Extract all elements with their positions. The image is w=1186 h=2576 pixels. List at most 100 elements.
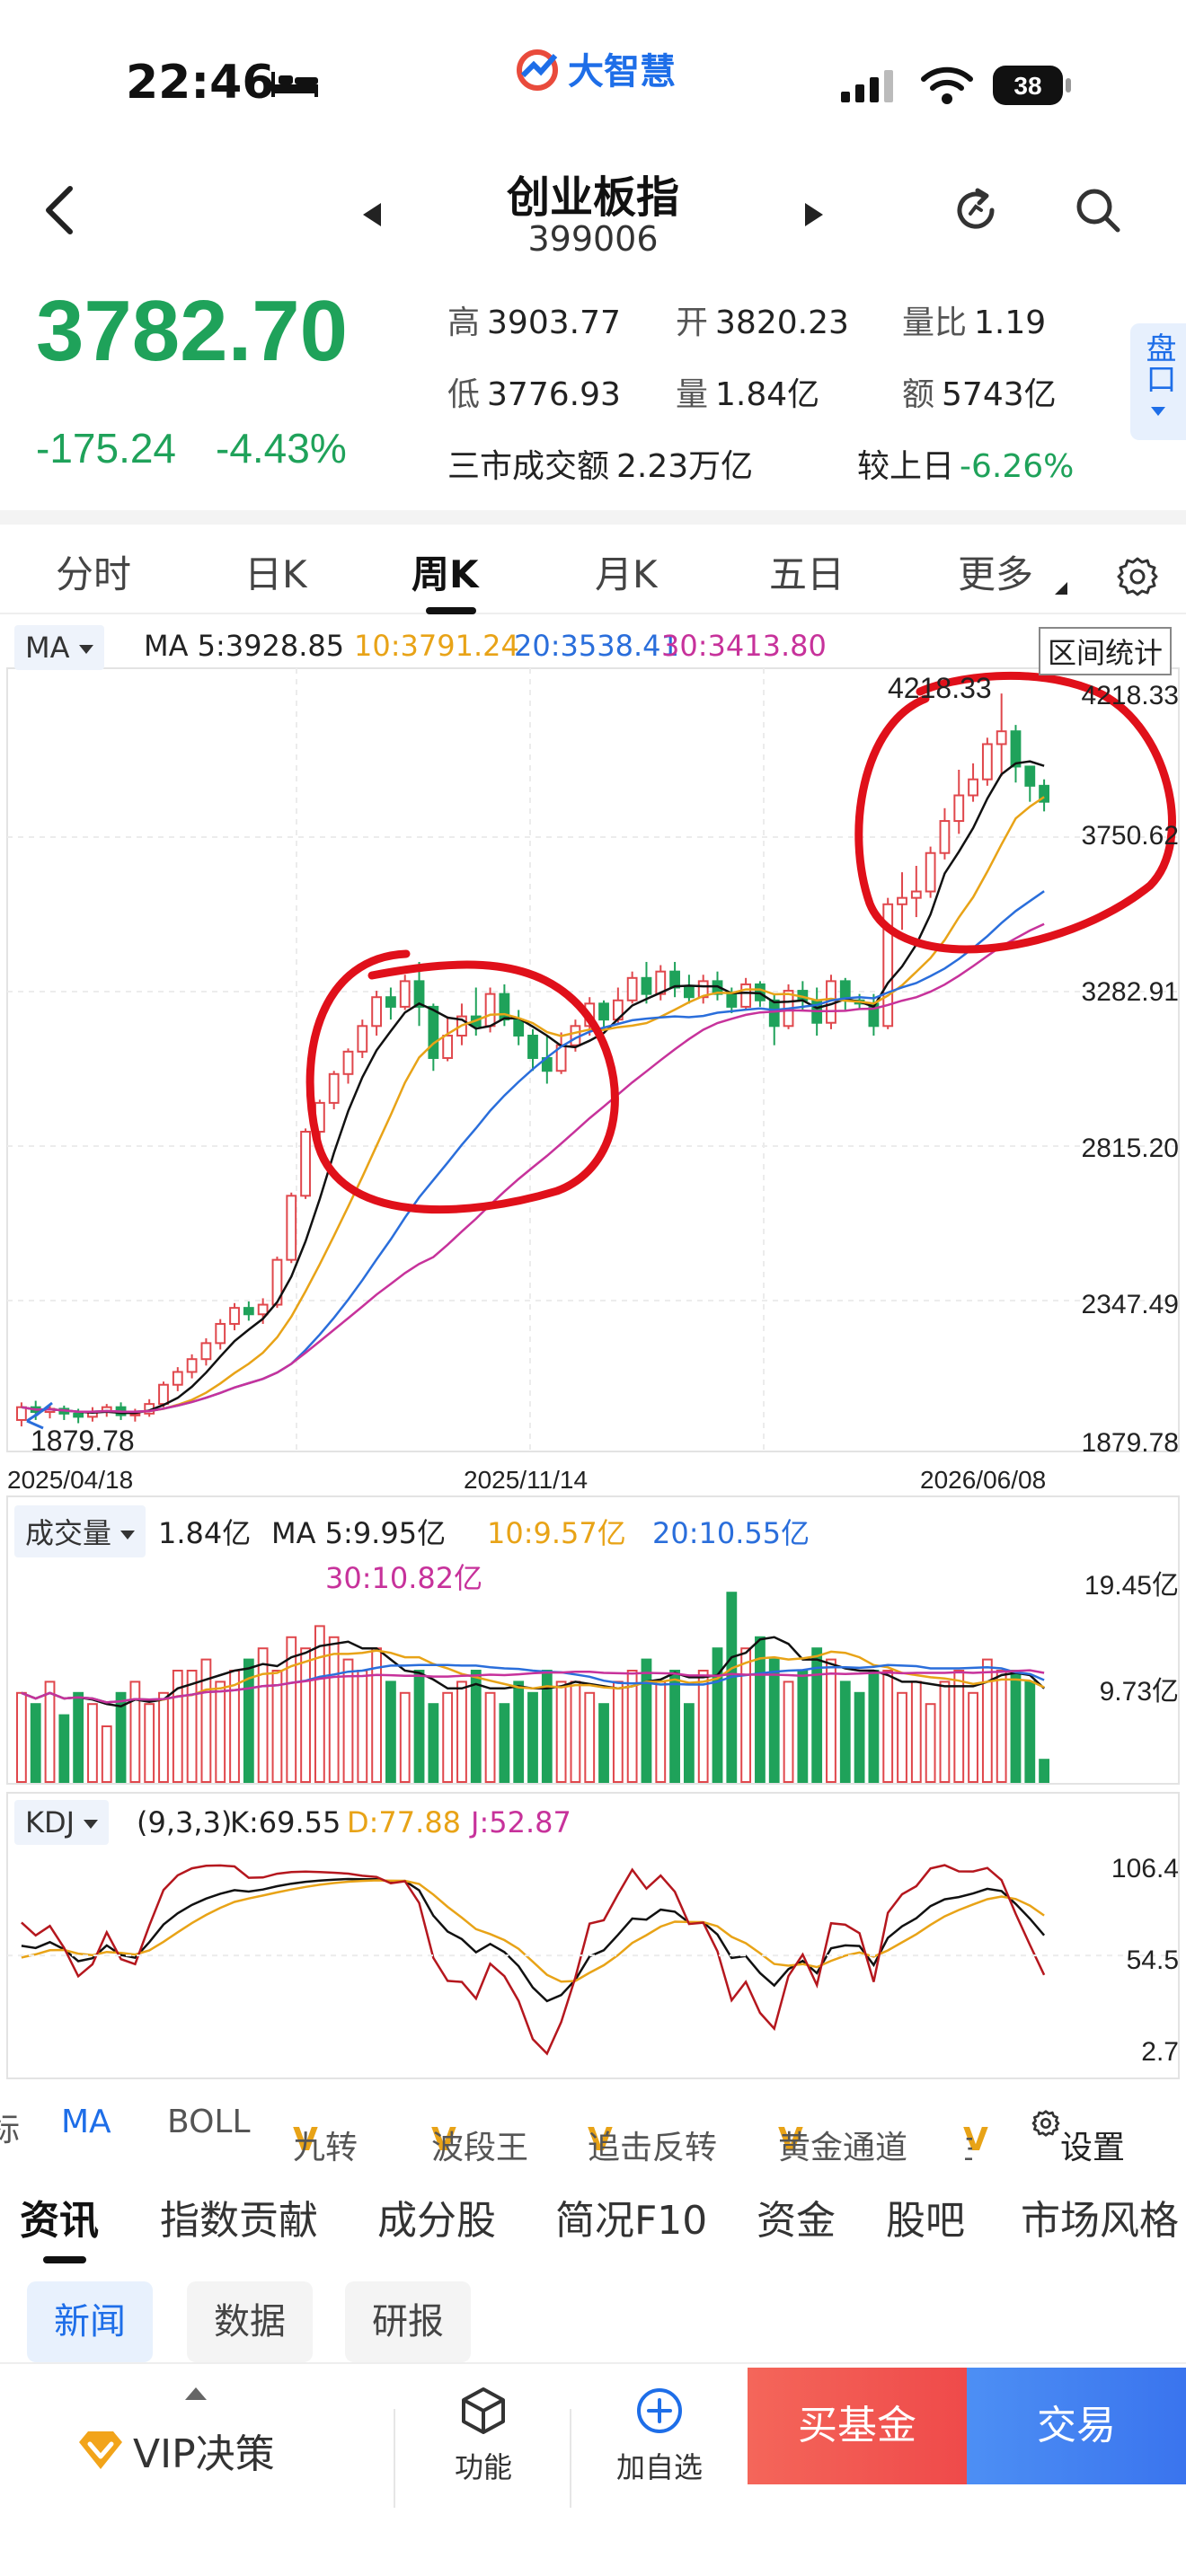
subtab-news[interactable]: 新闻 [27,2281,153,2362]
volume-bar [726,1592,738,1783]
volume-bar [981,1658,993,1783]
volume-bar [399,1691,411,1784]
gear-icon[interactable] [1116,555,1159,598]
search-icon[interactable] [1073,185,1123,235]
candle-body [626,976,638,1001]
news-subtabs: 新闻 数据 研报 [0,2281,1186,2362]
stock-header: 创业板指 399006 [0,162,1186,269]
candle-body [655,970,667,995]
candle-body [300,1130,311,1197]
kline-chart[interactable]: MA MA 5:3928.85 10:3791.24 20:3538.41 30… [0,616,1186,2080]
candle-body [953,794,965,823]
volume-ma20: 20:10.55亿 [652,1516,810,1550]
ma30-line [21,922,1045,1414]
volume-bar [314,1625,325,1784]
kdj-y-tick: 2.7 [1141,2037,1179,2067]
volume-bar [598,1703,609,1783]
volume-bar [513,1681,525,1784]
candle-body [910,890,922,899]
volume-bar [939,1681,951,1784]
candle-body [357,1025,368,1053]
kdj-k-line [21,1877,1046,2003]
kdj-params: (9,3,3) [137,1805,233,1839]
next-stock-icon[interactable] [803,201,825,228]
volume-bar [826,1658,836,1783]
vip-diamond-icon [79,2431,122,2469]
volume-bar [16,1691,27,1784]
candle-body [271,1258,283,1306]
tab-index-contribution[interactable]: 指数贡献 [160,2198,318,2244]
volume-bar [697,1670,709,1783]
separator [394,2409,395,2508]
indicator-ma[interactable]: MA [61,2104,111,2140]
app-logo-text: 大智慧 [568,51,676,93]
volume-bar [1039,1759,1049,1783]
indicator-boll[interactable]: BOLL [167,2104,251,2140]
expand-up-icon[interactable] [185,2387,207,2400]
buy-fund-button[interactable]: 买基金 [748,2368,967,2484]
volume-bar [1010,1670,1022,1783]
tab-five-day[interactable]: 五日 [769,552,845,596]
subtab-research[interactable]: 研报 [345,2281,471,2362]
volume-bar [925,1703,936,1783]
tab-forum[interactable]: 股吧 [886,2198,965,2244]
volume-indicator-select[interactable]: 成交量 [14,1505,146,1557]
ma10-line [21,796,1045,1414]
candle-body [925,851,936,893]
volume-bar [612,1681,624,1784]
turnover-vs-prev: 较上日 -6.26% [857,448,1075,485]
app-logo: 大智慧 [514,43,676,93]
candle-body [186,1358,198,1373]
main-indicator-select[interactable]: MA [14,625,104,670]
kdj-y-tick: 106.4 [1111,1854,1179,1883]
tab-constituents[interactable]: 成分股 [377,2198,496,2244]
refresh-icon[interactable] [951,185,1001,235]
status-bar: 22:46 大智慧 38 [0,0,1186,171]
volume-bar [683,1703,695,1783]
indicator-item[interactable]: 标 [0,2112,21,2148]
kdj-y-tick: 54.5 [1126,1945,1179,1975]
candle-body [172,1371,183,1386]
tab-weekly-k[interactable]: 周K [412,552,479,596]
volume-bar [584,1691,596,1784]
candle-body [726,992,738,1008]
trade-button[interactable]: 交易 [967,2368,1186,2484]
volume-bar [328,1636,340,1784]
add-watchlist-button[interactable]: 加自选 [597,2386,722,2486]
candle-body [882,903,894,1028]
tab-market-style[interactable]: 市场风格 [1021,2198,1179,2244]
market-turnover: 三市成交额 2.23万亿 [447,448,754,485]
kdj-indicator-select[interactable]: KDJ [14,1800,110,1845]
legend-ma5: MA 5:3928.85 [144,629,345,663]
back-arrow-icon[interactable] [41,183,77,237]
tab-f10[interactable]: 简况F10 [555,2198,708,2244]
kline-period-tabs: 分时 日K 周K 月K 五日 更多 [0,525,1186,614]
tab-intraday[interactable]: 分时 [56,552,132,596]
tab-monthly-k[interactable]: 月K [595,552,658,596]
tab-more[interactable]: 更多 [958,552,1034,596]
kdj-d: D:77.88 [347,1805,462,1839]
x-tick-label: 2025/04/18 [7,1466,134,1494]
tab-daily-k[interactable]: 日K [244,552,307,596]
volume-bar [257,1647,269,1783]
tab-news-info[interactable]: 资讯 [20,2198,99,2244]
previous-stock-icon[interactable] [361,201,383,228]
volume-bar [868,1670,880,1783]
vip-decision-button[interactable]: VIP决策 [77,2422,275,2479]
function-button[interactable]: 功能 [420,2386,546,2486]
range-stats-button[interactable]: 区间统计 [1039,627,1173,675]
candle-body [328,1072,340,1104]
kdj-j-line [21,1864,1046,2056]
volume-bar [186,1670,198,1783]
tab-capital[interactable]: 资金 [757,2198,836,2244]
candle-body [768,999,780,1028]
candle-body [385,996,396,1008]
order-book-button[interactable]: 盘口 [1130,323,1186,440]
subtab-data[interactable]: 数据 [187,2281,313,2362]
section-divider [0,510,1186,525]
indicator-settings[interactable]: 设置 [1031,2104,1125,2166]
candle-body [981,743,993,781]
settings-gear-icon [1031,2110,1060,2137]
candle-body [399,980,411,1008]
